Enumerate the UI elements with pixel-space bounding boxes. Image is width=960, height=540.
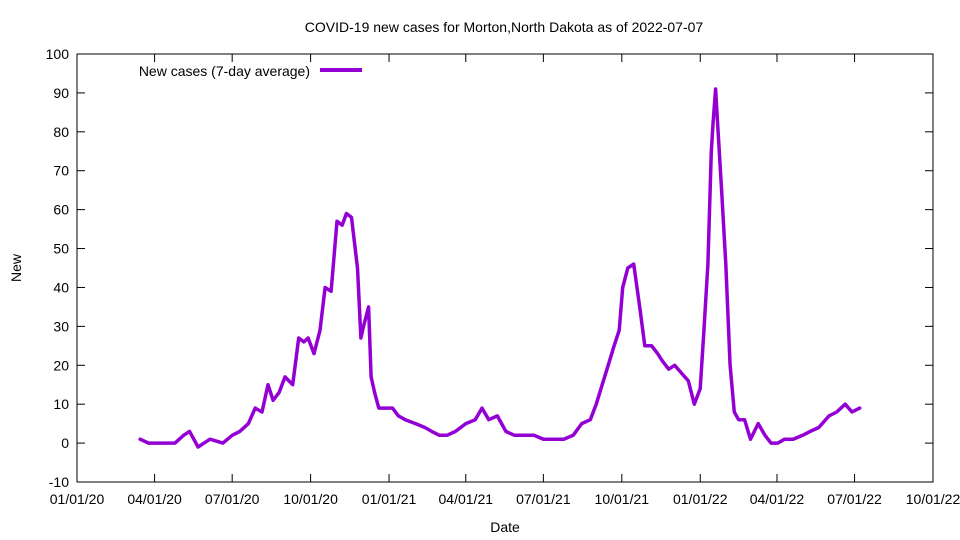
x-axis-label: Date [490,519,520,535]
x-tick-label: 01/01/21 [362,491,417,507]
y-tick-label: 80 [53,124,69,140]
chart-title: COVID-19 new cases for Morton,North Dako… [305,19,704,35]
legend-label: New cases (7-day average) [139,63,310,79]
plot-lines [138,87,862,449]
y-tick-label: 90 [53,85,69,101]
x-tick-label: 04/01/22 [750,491,805,507]
y-tick-label: 0 [61,435,69,451]
series-line [138,87,862,449]
y-tick-label: 30 [53,318,69,334]
y-tick-label: 40 [53,279,69,295]
x-tick-label: 10/01/21 [595,491,650,507]
x-tick-label: 04/01/20 [127,491,182,507]
y-axis-label: New [8,253,24,282]
x-tick-label: 07/01/22 [827,491,882,507]
y-tick-label: 10 [53,396,69,412]
x-tick-label: 04/01/21 [439,491,494,507]
x-tick-label: 07/01/20 [205,491,260,507]
y-tick-label: 70 [53,163,69,179]
y-axis-ticks: -10 0 10 20 30 40 50 60 70 80 90 100 [46,46,933,490]
x-tick-label: 07/01/21 [516,491,571,507]
y-tick-label: 20 [53,357,69,373]
y-tick-label: 50 [53,241,69,257]
legend: New cases (7-day average) [139,63,362,79]
plot-frame [76,53,934,483]
y-tick-label: 60 [53,202,69,218]
y-tick-label: 100 [46,46,70,62]
x-tick-label: 01/01/20 [50,491,105,507]
y-tick-label: -10 [49,474,69,490]
x-tick-label: 10/01/22 [906,491,960,507]
x-tick-label: 10/01/20 [283,491,338,507]
x-tick-label: 01/01/22 [673,491,728,507]
x-axis-ticks: 01/01/20 04/01/20 07/01/20 10/01/20 01/01/21… [50,54,960,507]
